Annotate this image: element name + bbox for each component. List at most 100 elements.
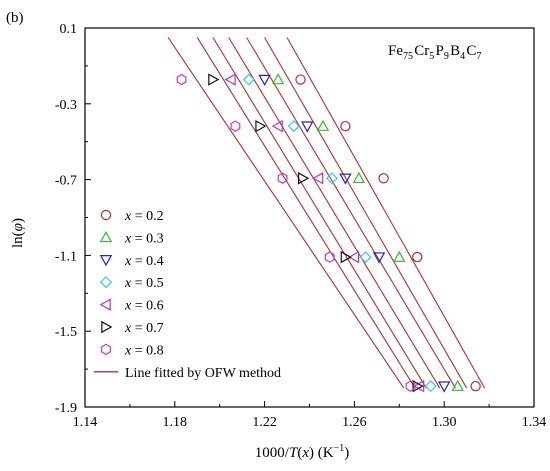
composition-subscript: 75 — [403, 51, 413, 62]
x-axis-label: 1000/T(x) (K−1) — [255, 443, 349, 461]
legend-label-val: = 0.3 — [131, 231, 163, 246]
composition-subscript: 7 — [476, 51, 481, 62]
data-point — [255, 119, 267, 133]
legend-label-val: = 0.7 — [131, 321, 163, 336]
data-point — [271, 119, 283, 133]
data-point — [393, 250, 406, 262]
x-tick-label: 1.34 — [522, 415, 547, 430]
legend-label-var: x — [124, 209, 132, 224]
legend-marker — [99, 298, 111, 311]
data-point — [301, 121, 314, 133]
data-point — [325, 172, 338, 185]
x-label-middle: ( — [297, 445, 302, 461]
legend: x = 0.2x = 0.3x = 0.4x = 0.5x = 0.6x = 0… — [94, 209, 281, 381]
y-tick-label: -1.9 — [55, 401, 77, 416]
x-label-superscript: −1 — [334, 443, 345, 454]
legend-marker — [99, 276, 113, 289]
legend-marker — [100, 209, 112, 221]
data-point — [298, 172, 310, 185]
composition-annotation: Fe75 Cr5 P9 B4 C7 — [388, 43, 483, 62]
y-label-symbol: φ — [10, 223, 26, 231]
y-tick-label: -0.3 — [55, 98, 77, 113]
legend-label-val: = 0.8 — [131, 343, 163, 358]
fitted-line — [167, 37, 405, 389]
legend-label-var: x — [124, 321, 132, 336]
x-label-end: ) — [344, 445, 349, 461]
data-point — [405, 380, 416, 392]
legend-marker — [99, 255, 113, 267]
data-point — [340, 250, 352, 264]
data-point — [176, 73, 187, 86]
data-point — [242, 73, 255, 86]
data-point — [316, 119, 330, 131]
legend-label-val: = 0.2 — [131, 209, 163, 224]
data-point — [258, 74, 271, 86]
data-point — [324, 251, 335, 263]
data-point — [470, 380, 481, 392]
legend-label: x = 0.8 — [124, 343, 164, 358]
data-point — [451, 379, 464, 391]
legend-label-var: x — [124, 276, 132, 291]
x-tick-label: 1.14 — [73, 415, 98, 430]
legend-label-var: x — [124, 343, 132, 358]
legend-label: x = 0.3 — [124, 231, 164, 246]
axis-ticks-group: 1.14 1.18 1.22 1.26 1.30 1.34 0.1 -0.3 -0.7 -1.1 -… — [55, 22, 546, 430]
legend-label-fit: Line fitted by OFW method — [125, 366, 281, 381]
legend-label: x = 0.6 — [124, 299, 164, 314]
composition-subscript: 5 — [429, 51, 434, 62]
legend-label-val: = 0.6 — [131, 299, 163, 314]
data-point — [352, 171, 366, 184]
legend-marker — [101, 320, 113, 334]
legend-label: x = 0.2 — [124, 209, 164, 224]
data-point — [437, 381, 451, 393]
data-point — [224, 73, 236, 86]
data-point — [312, 172, 324, 185]
data-point — [412, 251, 423, 263]
composition-spacer — [481, 43, 482, 59]
y-axis-label: ln(φ) — [10, 218, 26, 248]
data-point — [230, 120, 241, 132]
data-point — [378, 173, 389, 184]
composition-subscript: 4 — [460, 51, 465, 62]
y-tick-label: 0.1 — [60, 22, 78, 37]
legend-marker — [101, 343, 111, 356]
legend-marker — [99, 230, 113, 243]
x-tick-label: 1.30 — [432, 415, 457, 430]
composition-element: Fe — [388, 43, 403, 59]
data-point — [208, 73, 220, 86]
data-point — [340, 120, 351, 132]
x-tick-label: 1.18 — [163, 415, 188, 430]
legend-label-var: x — [124, 299, 132, 314]
data-point — [424, 380, 437, 393]
y-label-prefix: ln( — [10, 231, 26, 248]
y-label-suffix: ) — [10, 218, 26, 223]
legend-label-var: x — [124, 254, 132, 269]
x-label-variable: x — [301, 445, 309, 461]
data-point — [271, 73, 285, 85]
data-point — [412, 379, 424, 393]
data-point — [359, 251, 372, 264]
legend-label: x = 0.4 — [124, 254, 164, 269]
data-point — [347, 250, 360, 264]
fitted-line — [196, 37, 416, 389]
x-label-symbol: T — [289, 445, 299, 461]
composition-subscript: 9 — [444, 51, 449, 62]
x-tick-label: 1.22 — [252, 415, 277, 430]
fitted-line — [286, 37, 486, 389]
data-point — [295, 74, 306, 85]
legend-label: x = 0.5 — [124, 276, 164, 291]
composition-element: C — [466, 43, 476, 59]
data-point — [339, 173, 352, 185]
data-points-group — [176, 73, 481, 393]
legend-label: x = 0.7 — [124, 321, 164, 336]
fitted-line — [212, 37, 427, 389]
x-label-prefix: 1000/ — [255, 445, 290, 461]
x-tick-label: 1.26 — [342, 415, 367, 430]
y-tick-label: -1.1 — [55, 249, 77, 264]
legend-label-var: x — [124, 231, 132, 246]
composition-element: P — [436, 43, 444, 59]
composition-element: Cr — [414, 43, 429, 59]
fitted-lines-group — [167, 37, 486, 389]
